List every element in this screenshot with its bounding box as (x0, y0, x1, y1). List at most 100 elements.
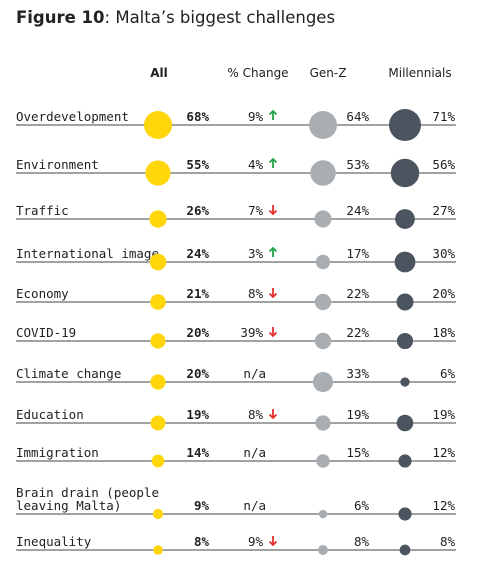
value-millennials: 18% (432, 325, 455, 340)
bubble-gen-z (314, 210, 332, 228)
value-millennials: 71% (432, 109, 455, 124)
bubble-gen-z (314, 332, 332, 350)
value-all: 55% (186, 157, 209, 172)
arrow-up-icon (268, 157, 278, 168)
bubble-all (151, 454, 165, 468)
bubble-millennials (394, 251, 416, 273)
bubble-gen-z (315, 415, 331, 431)
value-millennials: 30% (432, 246, 455, 261)
value-genz: 24% (346, 203, 369, 218)
arrow-down-icon (268, 409, 278, 420)
value-all: 21% (186, 286, 209, 301)
value-change: 7% (248, 203, 264, 218)
row-economy: Economy 21% 8% 22% 20% (16, 286, 456, 311)
value-millennials: 20% (432, 286, 455, 301)
bubble-millennials (390, 158, 420, 188)
row-climate-change: Climate change 20% n/a 33% 6% (16, 366, 456, 393)
value-genz: 22% (346, 325, 369, 340)
row-international-image: International image 24% 3% 17% 30% (16, 246, 456, 273)
bubble-gen-z (318, 509, 328, 519)
arrow-down-icon (268, 536, 278, 547)
bubble-millennials (396, 293, 414, 311)
value-change: n/a (243, 366, 266, 381)
row-education: Education 19% 8% 19% 19% (16, 407, 456, 432)
row-label: Environment (16, 157, 99, 172)
value-genz: 15% (346, 445, 369, 460)
value-all: 68% (186, 109, 209, 124)
value-change: 8% (248, 286, 264, 301)
bubble-gen-z (310, 160, 336, 186)
value-millennials: 6% (440, 366, 456, 381)
bubble-millennials (395, 209, 415, 229)
value-millennials: 8% (440, 534, 456, 549)
bubble-millennials (399, 544, 411, 556)
bubble-gen-z (314, 293, 332, 311)
row-traffic: Traffic 26% 7% 24% 27% (16, 203, 456, 229)
value-millennials: 12% (432, 445, 455, 460)
value-genz: 6% (354, 498, 370, 513)
value-change: 8% (248, 407, 264, 422)
value-change: 3% (248, 246, 264, 261)
bubble-millennials (398, 507, 412, 521)
row-label: Overdevelopment (16, 109, 129, 124)
bubble-all (152, 508, 164, 520)
row-environment: Environment 55% 4% 53% 56% (16, 157, 456, 188)
bubble-all (150, 294, 166, 310)
value-change: 9% (248, 534, 264, 549)
row-label: Education (16, 407, 84, 422)
value-genz: 64% (346, 109, 369, 124)
arrow-down-icon (268, 288, 278, 299)
row-overdevelopment: Overdevelopment 68% 9% 64% 71% (16, 109, 456, 141)
row-covid-19: COVID-19 20% 39% 22% 18% (16, 325, 456, 350)
value-genz: 33% (346, 366, 369, 381)
value-genz: 53% (346, 157, 369, 172)
value-genz: 19% (346, 407, 369, 422)
value-all: 19% (186, 407, 209, 422)
bubble-millennials (400, 377, 410, 387)
bubble-gen-z (309, 111, 337, 139)
arrow-up-icon (268, 246, 278, 257)
row-immigration: Immigration 14% n/a 15% 12% (16, 445, 456, 468)
bubble-all (149, 210, 167, 228)
value-change: n/a (243, 498, 266, 513)
row-label: Economy (16, 286, 69, 301)
arrow-down-icon (268, 327, 278, 338)
bubble-all (150, 415, 166, 431)
bubble-all (150, 333, 166, 349)
bubble-millennials (389, 109, 421, 141)
arrow-down-icon (268, 205, 278, 216)
row-inequality: Inequality 8% 9% 8% 8% (16, 534, 456, 556)
row-label: Immigration (16, 445, 99, 460)
header-all: All (150, 66, 168, 80)
bubble-gen-z (318, 545, 328, 555)
value-all: 20% (186, 325, 209, 340)
row-label: Brain drain (people (16, 485, 159, 500)
value-millennials: 56% (432, 157, 455, 172)
value-all: 20% (186, 366, 209, 381)
figure-number: Figure 10 (16, 8, 105, 27)
row-label: Traffic (16, 203, 69, 218)
chart-title: Figure 10: Malta’s biggest challenges (16, 8, 335, 27)
bubble-gen-z (315, 254, 331, 270)
figure-caption: : Malta’s biggest challenges (104, 8, 336, 27)
chart-rows: Overdevelopment 68% 9% 64% 71% Environment 55%… (16, 109, 456, 556)
bubble-all (144, 111, 172, 139)
value-genz: 17% (346, 246, 369, 261)
value-millennials: 12% (432, 498, 455, 513)
value-change: 39% (240, 325, 263, 340)
value-genz: 8% (354, 534, 370, 549)
bubble-all (149, 253, 167, 271)
header-change: % Change (227, 66, 288, 80)
value-all: 9% (194, 498, 210, 513)
value-all: 26% (186, 203, 209, 218)
value-millennials: 27% (432, 203, 455, 218)
value-all: 14% (186, 445, 209, 460)
bubble-gen-z (316, 454, 330, 468)
bubble-millennials (396, 414, 414, 432)
arrow-up-icon (268, 109, 278, 120)
row-label: leaving Malta) (16, 498, 121, 513)
header-gen-z: Gen-Z (310, 66, 347, 80)
row-label: Climate change (16, 366, 121, 381)
